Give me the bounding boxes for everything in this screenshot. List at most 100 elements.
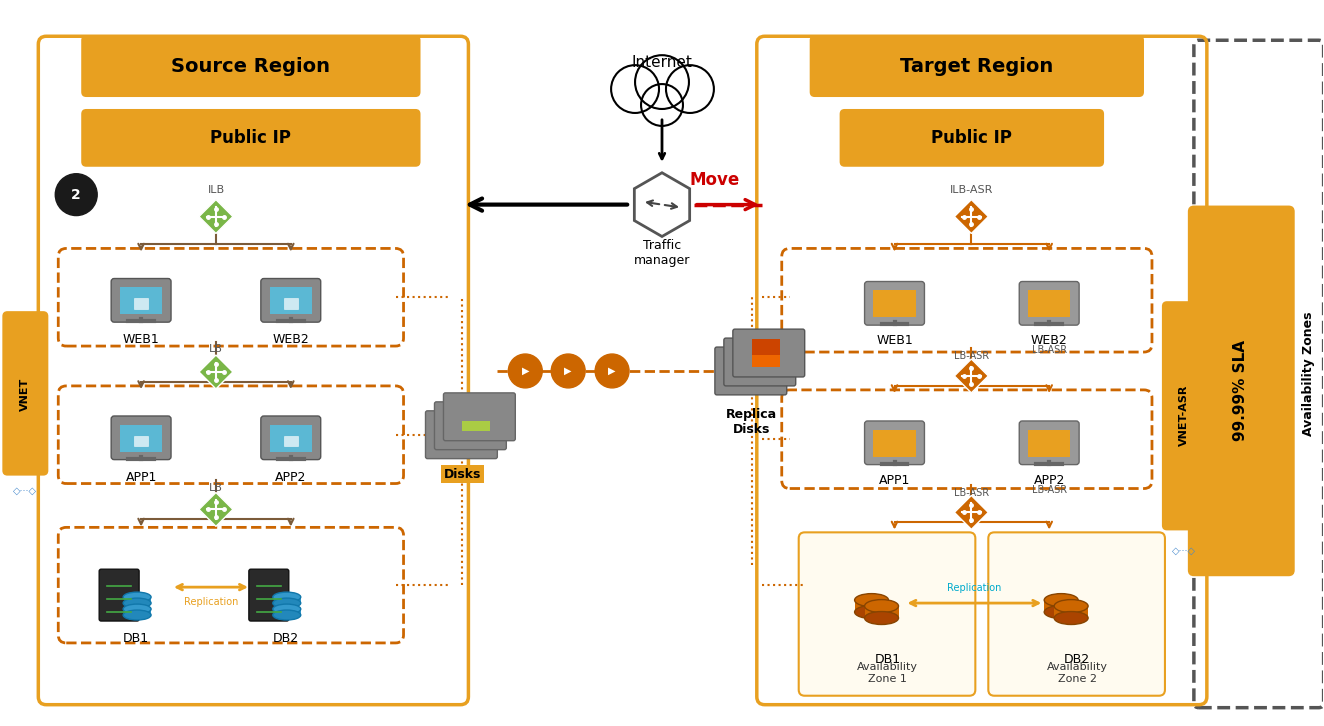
FancyBboxPatch shape (261, 279, 320, 322)
Ellipse shape (854, 594, 888, 606)
Polygon shape (955, 200, 988, 234)
Polygon shape (199, 200, 233, 234)
FancyBboxPatch shape (81, 36, 421, 97)
FancyBboxPatch shape (865, 282, 924, 325)
Text: Replica
Disks: Replica Disks (727, 408, 777, 436)
Polygon shape (273, 609, 301, 615)
Ellipse shape (273, 598, 301, 608)
Ellipse shape (123, 598, 151, 608)
Ellipse shape (865, 600, 899, 613)
Polygon shape (865, 606, 899, 618)
FancyBboxPatch shape (874, 430, 915, 457)
Polygon shape (123, 597, 151, 603)
Circle shape (641, 84, 683, 126)
Text: ◇···◇: ◇···◇ (13, 486, 37, 496)
Text: ▶: ▶ (522, 366, 530, 376)
Text: WEB2: WEB2 (1031, 334, 1067, 347)
Circle shape (596, 354, 629, 388)
Text: ILB: ILB (208, 184, 225, 195)
Text: 2: 2 (71, 187, 81, 202)
FancyBboxPatch shape (874, 290, 915, 317)
Text: ILB-ASR: ILB-ASR (949, 184, 993, 195)
FancyBboxPatch shape (270, 425, 311, 452)
FancyBboxPatch shape (4, 312, 48, 475)
FancyBboxPatch shape (134, 298, 148, 309)
Ellipse shape (865, 611, 899, 624)
FancyBboxPatch shape (1029, 430, 1070, 457)
Text: LB-ASR: LB-ASR (953, 489, 989, 499)
FancyBboxPatch shape (839, 109, 1104, 167)
FancyBboxPatch shape (865, 421, 924, 465)
Circle shape (636, 55, 688, 109)
FancyBboxPatch shape (425, 411, 498, 459)
Text: DB2: DB2 (1064, 653, 1090, 666)
Ellipse shape (1045, 594, 1078, 606)
FancyBboxPatch shape (111, 279, 171, 322)
FancyBboxPatch shape (134, 436, 148, 446)
Text: ◇···◇: ◇···◇ (1172, 545, 1196, 555)
FancyBboxPatch shape (798, 532, 976, 696)
Ellipse shape (1045, 605, 1078, 619)
Circle shape (508, 354, 543, 388)
Text: VNET: VNET (20, 378, 30, 410)
FancyBboxPatch shape (261, 416, 320, 460)
Text: WEB1: WEB1 (123, 333, 159, 346)
Ellipse shape (123, 592, 151, 602)
Text: Disks: Disks (444, 468, 481, 481)
Text: Public IP: Public IP (211, 129, 291, 147)
Polygon shape (1045, 600, 1078, 612)
Circle shape (551, 354, 585, 388)
FancyBboxPatch shape (810, 36, 1144, 97)
Text: Public IP: Public IP (931, 129, 1013, 147)
Text: Replication: Replication (184, 597, 238, 607)
FancyBboxPatch shape (285, 436, 298, 446)
FancyBboxPatch shape (444, 393, 515, 441)
FancyBboxPatch shape (1019, 421, 1079, 465)
FancyBboxPatch shape (1162, 302, 1205, 529)
FancyBboxPatch shape (1189, 207, 1294, 575)
FancyBboxPatch shape (285, 298, 298, 309)
FancyBboxPatch shape (462, 421, 490, 431)
FancyBboxPatch shape (733, 329, 805, 377)
FancyBboxPatch shape (752, 339, 780, 367)
Circle shape (666, 65, 714, 113)
Text: Availability
Zone 1: Availability Zone 1 (857, 662, 918, 684)
FancyBboxPatch shape (249, 569, 289, 621)
FancyBboxPatch shape (752, 355, 780, 367)
Text: Traffic
manager: Traffic manager (634, 240, 690, 267)
Text: ▶: ▶ (564, 366, 572, 376)
Ellipse shape (1054, 600, 1088, 613)
FancyBboxPatch shape (120, 287, 162, 314)
Ellipse shape (1054, 611, 1088, 624)
Text: LB: LB (209, 483, 222, 492)
FancyBboxPatch shape (1019, 282, 1079, 325)
Text: LB-ASR: LB-ASR (1031, 484, 1067, 494)
FancyBboxPatch shape (434, 402, 506, 449)
Polygon shape (634, 173, 690, 237)
FancyBboxPatch shape (988, 532, 1165, 696)
Text: WEB2: WEB2 (273, 333, 310, 346)
FancyBboxPatch shape (111, 416, 171, 460)
Text: VNET-ASR: VNET-ASR (1178, 385, 1189, 446)
Text: WEB1: WEB1 (876, 334, 912, 347)
Polygon shape (955, 359, 988, 393)
Text: DB2: DB2 (273, 632, 299, 645)
FancyBboxPatch shape (81, 109, 421, 167)
FancyBboxPatch shape (120, 425, 162, 452)
Polygon shape (955, 495, 988, 529)
Polygon shape (123, 609, 151, 615)
FancyBboxPatch shape (724, 338, 796, 386)
Text: Availability Zones: Availability Zones (1301, 311, 1315, 436)
Polygon shape (854, 600, 888, 612)
Text: LB-ASR: LB-ASR (1031, 345, 1067, 355)
Ellipse shape (273, 604, 301, 614)
Text: Replication: Replication (947, 583, 1001, 593)
Text: ▶: ▶ (608, 366, 616, 376)
Text: Target Region: Target Region (900, 57, 1054, 76)
Text: Availability
Zone 2: Availability Zone 2 (1047, 662, 1108, 684)
Text: APP1: APP1 (126, 470, 156, 484)
Text: LB-ASR: LB-ASR (953, 351, 989, 361)
Text: 99.99% SLA: 99.99% SLA (1233, 340, 1249, 441)
Circle shape (612, 65, 659, 113)
Text: Internet: Internet (632, 54, 692, 70)
